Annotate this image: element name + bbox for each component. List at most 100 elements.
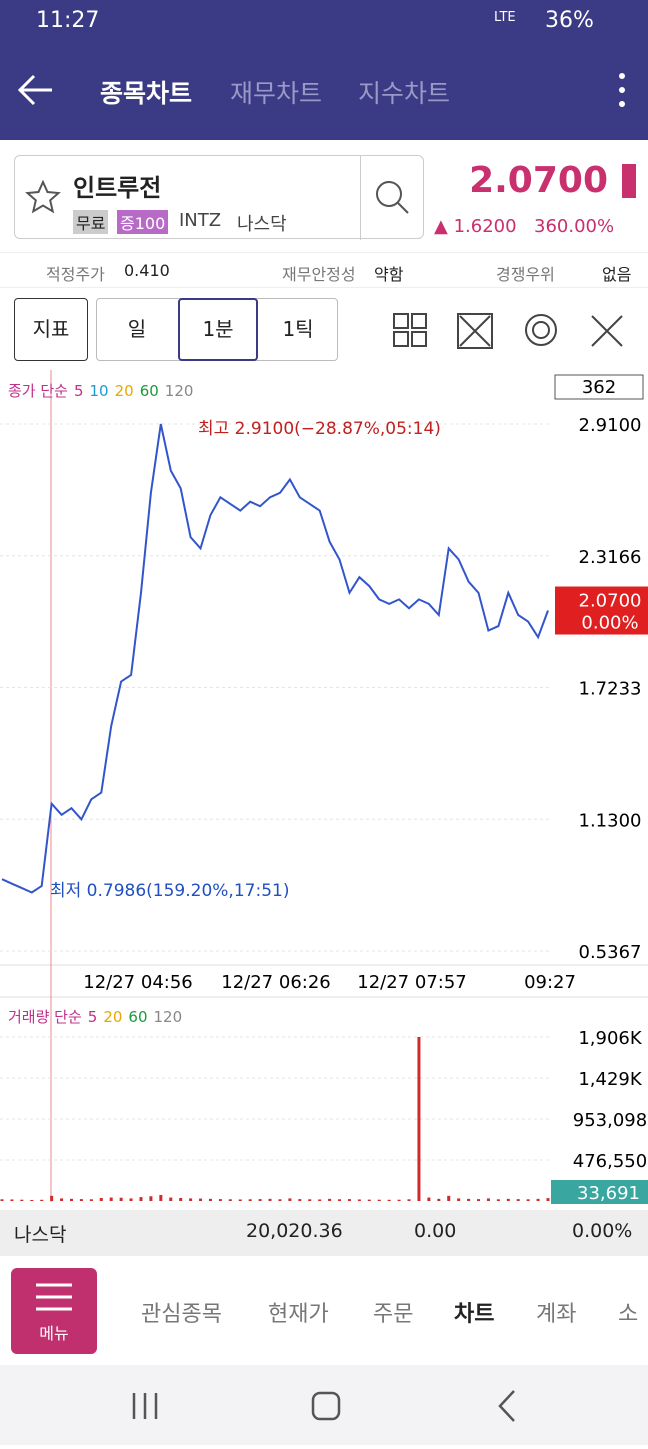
change-value: 1.6200	[453, 216, 517, 237]
info-value: 0.410	[124, 261, 170, 280]
legend-item: 120	[165, 382, 194, 400]
current-volume-box	[551, 1180, 648, 1204]
nav-item[interactable]: 차트	[454, 1302, 495, 1327]
volume-bar	[367, 1199, 371, 1201]
price-bar	[622, 164, 636, 198]
more-menu[interactable]	[612, 70, 632, 110]
change-pct: 360.00%	[534, 216, 615, 237]
legend-label: 거래량 단순	[8, 1008, 82, 1026]
period-button[interactable]: 일	[127, 317, 147, 341]
volume-bar	[149, 1196, 153, 1201]
volume-bar	[79, 1199, 83, 1201]
info-label: 적정주가	[46, 265, 105, 284]
favorite-star[interactable]	[25, 180, 61, 216]
high-note: 최고 2.9100(−28.87%,05:14)	[198, 419, 441, 439]
nav-item[interactable]: 소	[618, 1302, 639, 1327]
volume-bar	[467, 1198, 471, 1201]
search-icon[interactable]	[373, 178, 413, 218]
volume-bar	[238, 1199, 242, 1201]
status-time: 11:27	[36, 8, 100, 33]
current-pct: 0.00%	[581, 613, 638, 634]
legend-item: 5	[74, 382, 84, 400]
info-label: 재무안정성	[282, 265, 356, 284]
volume-bar	[60, 1198, 64, 1201]
menu-button[interactable]: 메뉴	[11, 1268, 97, 1354]
nav-item[interactable]: 관심종목	[141, 1302, 222, 1327]
price: 2.0700	[469, 160, 608, 201]
low-note: 최저 0.7986(159.20%,17:51)	[50, 881, 289, 901]
info-value: 없음	[602, 265, 632, 284]
volume-bar	[516, 1199, 520, 1201]
volume-bar	[139, 1197, 143, 1201]
nav-item[interactable]: 주문	[373, 1302, 414, 1327]
system-nav-icons[interactable]	[0, 1365, 648, 1445]
app-header: 11:27 LTE 36% 종목차트 재무차트 지수차트	[0, 0, 648, 140]
volume-bar	[20, 1199, 24, 1201]
volume-bar	[159, 1194, 163, 1201]
legend: 거래량 단순 5 20 60 120	[8, 1008, 182, 1026]
tag: 증100	[117, 210, 169, 234]
volume-bar	[407, 1199, 411, 1201]
tab[interactable]: 지수차트	[358, 79, 451, 108]
y-tick-label: 953,098	[573, 1110, 647, 1131]
volume-bar	[447, 1195, 451, 1201]
info-row: 적정주가 0.410 재무안정성 약함 경쟁우위 없음	[0, 252, 648, 288]
index-name: 나스닥	[14, 1224, 67, 1246]
x-tick-label: 09:27	[524, 972, 576, 993]
indicator-button[interactable]: 지표	[14, 298, 88, 361]
y-tick-label: 1.1300	[579, 810, 642, 831]
y-tick-label: 1.7233	[579, 679, 642, 700]
volume-bar	[486, 1198, 490, 1201]
info-value: 약함	[374, 265, 404, 284]
volume-bar	[278, 1199, 282, 1201]
volume-bar	[347, 1199, 351, 1201]
volume-bar	[189, 1198, 193, 1201]
volume-bar	[50, 1195, 54, 1201]
legend-item: 120	[154, 1008, 183, 1026]
volume-bar	[288, 1198, 292, 1201]
volume-bar	[536, 1198, 540, 1201]
volume-bar	[179, 1197, 183, 1201]
volume-bar	[496, 1199, 500, 1201]
period-button[interactable]: 1분	[178, 298, 258, 361]
divider	[360, 156, 361, 240]
volume-bar	[119, 1197, 123, 1201]
y-tick-label: 2.3166	[579, 547, 642, 568]
stock-search[interactable]: 인트루전 무료 증100 INTZ 나스닥	[14, 155, 424, 240]
period-button[interactable]: 1틱	[282, 317, 314, 341]
y-tick-label: 1,429K	[578, 1069, 643, 1090]
volume-bar	[318, 1199, 322, 1201]
ticker: INTZ	[179, 210, 222, 231]
volume-bar	[437, 1198, 441, 1201]
nav-item[interactable]: 계좌	[536, 1302, 577, 1327]
volume-bar	[397, 1199, 401, 1201]
volume-bar	[10, 1199, 14, 1201]
x-tick-label: 12/27 07:57	[357, 972, 466, 993]
volume-bar	[248, 1199, 252, 1201]
menu-icon	[36, 1283, 72, 1311]
legend-item: 5	[88, 1008, 98, 1026]
current-price-box	[555, 586, 648, 635]
volume-bar	[546, 1198, 550, 1201]
tool-icons[interactable]	[390, 310, 640, 350]
y-tick-label: 0.5367	[579, 942, 642, 963]
y-tick-label: 476,550	[573, 1151, 647, 1172]
change: ▲ 1.6200	[434, 216, 517, 237]
stock-name: 인트루전	[73, 174, 162, 202]
index-bar: 나스닥 20,020.36 0.00 0.00%	[0, 1210, 648, 1256]
y-tick-label: 1,906K	[578, 1028, 643, 1049]
nav-item[interactable]: 현재가	[268, 1302, 329, 1327]
count: 362	[582, 377, 616, 398]
price-line	[1, 423, 549, 894]
legend-item: 60	[140, 382, 159, 400]
battery: 36%	[545, 8, 594, 33]
count-box	[554, 374, 644, 400]
back-button[interactable]	[16, 72, 56, 108]
tab[interactable]: 종목차트	[100, 79, 193, 108]
volume-bar	[40, 1199, 44, 1201]
volume-bar	[199, 1198, 203, 1201]
volume-bar	[457, 1198, 461, 1201]
volume-bar	[298, 1199, 302, 1201]
tab[interactable]: 재무차트	[230, 79, 323, 108]
